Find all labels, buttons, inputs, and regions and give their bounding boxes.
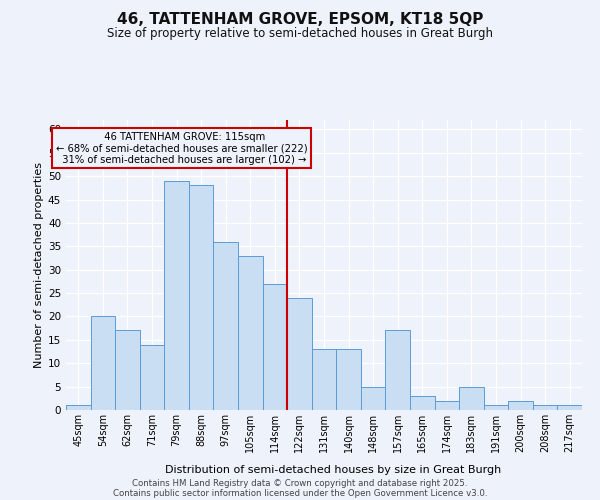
Bar [91, 316, 115, 410]
Bar [66, 406, 91, 410]
Text: Size of property relative to semi-detached houses in Great Burgh: Size of property relative to semi-detach… [107, 28, 493, 40]
Bar [238, 256, 263, 410]
Bar [434, 400, 459, 410]
Bar [312, 349, 336, 410]
Bar [214, 242, 238, 410]
Y-axis label: Number of semi-detached properties: Number of semi-detached properties [34, 162, 44, 368]
Bar [263, 284, 287, 410]
Text: 46, TATTENHAM GROVE, EPSOM, KT18 5QP: 46, TATTENHAM GROVE, EPSOM, KT18 5QP [117, 12, 483, 28]
Bar [557, 406, 582, 410]
Bar [508, 400, 533, 410]
Bar [410, 396, 434, 410]
Bar [459, 386, 484, 410]
Bar [287, 298, 312, 410]
Bar [164, 181, 189, 410]
Text: Contains HM Land Registry data © Crown copyright and database right 2025.: Contains HM Land Registry data © Crown c… [132, 478, 468, 488]
Bar [115, 330, 140, 410]
Bar [189, 186, 214, 410]
Bar [385, 330, 410, 410]
Bar [484, 406, 508, 410]
Text: Contains public sector information licensed under the Open Government Licence v3: Contains public sector information licen… [113, 488, 487, 498]
Text: Distribution of semi-detached houses by size in Great Burgh: Distribution of semi-detached houses by … [165, 465, 501, 475]
Bar [336, 349, 361, 410]
Text: 46 TATTENHAM GROVE: 115sqm
← 68% of semi-detached houses are smaller (222)
  31%: 46 TATTENHAM GROVE: 115sqm ← 68% of semi… [56, 132, 307, 165]
Bar [140, 344, 164, 410]
Bar [361, 386, 385, 410]
Bar [533, 406, 557, 410]
